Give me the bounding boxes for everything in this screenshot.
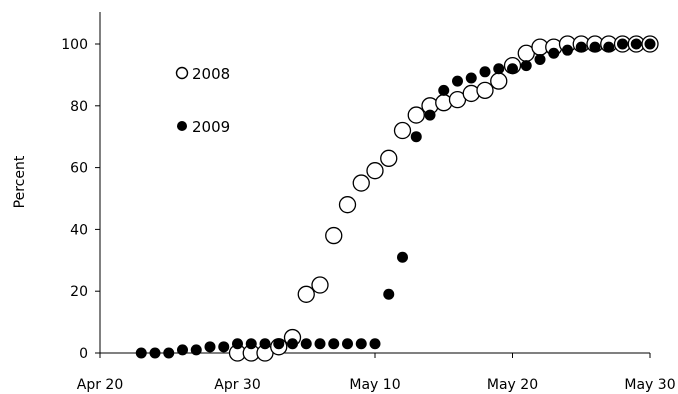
data-point-2009 xyxy=(617,38,628,50)
data-point-2008 xyxy=(380,149,398,167)
data-point-2009 xyxy=(397,251,408,263)
data-point-2008 xyxy=(490,72,508,90)
data-point-2009 xyxy=(575,41,587,53)
data-point-2009 xyxy=(177,344,188,356)
data-point-2009 xyxy=(204,341,216,353)
y-axis-title: Percent xyxy=(12,155,28,208)
data-point-2009 xyxy=(479,66,491,78)
data-point-2008 xyxy=(325,226,343,245)
data-point-2009 xyxy=(465,72,477,84)
data-point-2008 xyxy=(366,162,384,180)
data-point-2009 xyxy=(135,347,147,359)
data-point-2009 xyxy=(314,338,326,350)
data-point-2009 xyxy=(149,347,161,359)
y-tick-label: 100 xyxy=(61,37,88,53)
series-2008 xyxy=(228,35,659,362)
legend-marker-2008 xyxy=(175,66,189,80)
data-point-2009 xyxy=(369,338,381,350)
data-point-2009 xyxy=(232,338,243,350)
data-point-2009 xyxy=(300,338,312,350)
legend: 2008 2009 xyxy=(175,65,230,136)
x-tick-label: Apr 20 xyxy=(77,377,123,393)
data-point-2009 xyxy=(534,53,546,65)
data-point-2009 xyxy=(424,109,436,121)
data-point-2009 xyxy=(630,38,642,50)
x-tick-label: May 30 xyxy=(624,377,675,393)
data-point-2009 xyxy=(287,338,298,350)
data-point-2008 xyxy=(352,174,370,192)
plot-frame xyxy=(99,12,650,354)
data-point-2009 xyxy=(493,63,505,75)
x-tick-label: May 20 xyxy=(487,377,538,393)
x-tick-label: Apr 30 xyxy=(214,377,260,393)
legend-label-2008: 2008 xyxy=(192,65,230,83)
tick-group: 0 20 40 60 80 100 Apr 20 Apr 30 May 10 May 20 May … xyxy=(61,37,675,393)
data-point-2009 xyxy=(328,338,340,350)
x-tick-label: May 10 xyxy=(349,377,400,393)
data-point-2009 xyxy=(383,288,395,300)
y-tick-label: 20 xyxy=(70,284,88,300)
data-point-2009 xyxy=(589,41,601,53)
y-tick-label: 40 xyxy=(70,222,88,238)
data-point-2008 xyxy=(407,106,425,124)
data-point-2009 xyxy=(245,338,257,350)
data-point-2009 xyxy=(520,60,532,72)
series-2009 xyxy=(135,38,656,359)
data-point-2009 xyxy=(218,341,230,353)
data-point-2008 xyxy=(311,276,329,294)
data-point-2009 xyxy=(644,38,656,50)
y-tick-label: 0 xyxy=(79,346,88,362)
data-point-2009 xyxy=(452,75,463,87)
legend-label-2009: 2009 xyxy=(192,118,230,136)
data-point-2009 xyxy=(259,338,271,350)
y-tick-label: 80 xyxy=(70,99,88,115)
data-point-2009 xyxy=(342,338,353,350)
data-point-2009 xyxy=(603,41,615,53)
data-point-2008 xyxy=(393,121,412,140)
data-point-2009 xyxy=(355,338,367,350)
data-point-2009 xyxy=(273,338,285,350)
data-point-2009 xyxy=(163,347,175,359)
data-point-2008 xyxy=(476,81,494,99)
data-point-2008 xyxy=(297,285,315,303)
data-point-2009 xyxy=(507,63,518,75)
data-point-2009 xyxy=(548,47,560,59)
legend-marker-2009 xyxy=(177,121,187,131)
y-tick-label: 60 xyxy=(70,161,88,177)
data-point-2009 xyxy=(562,44,573,56)
data-point-2009 xyxy=(190,344,202,356)
data-point-2009 xyxy=(410,131,422,143)
data-point-2009 xyxy=(438,84,450,96)
data-point-2008 xyxy=(338,196,357,214)
